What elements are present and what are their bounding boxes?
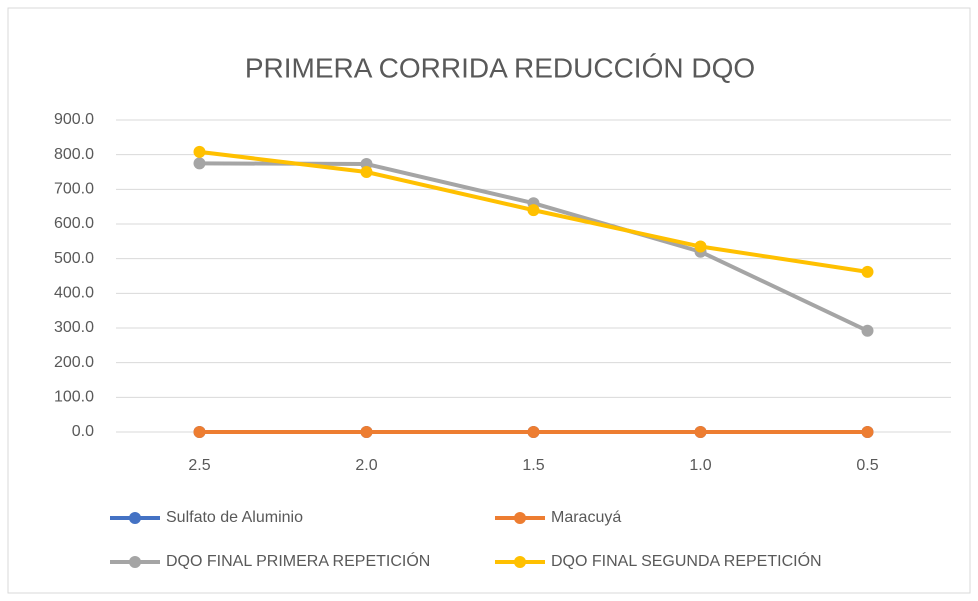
y-tick-label: 200.0 — [54, 354, 94, 371]
legend-label: Maracuyá — [551, 509, 621, 526]
point-marker — [193, 145, 206, 158]
y-tick-label: 700.0 — [54, 181, 94, 198]
y-tick-label: 0.0 — [72, 423, 94, 440]
legend-label: DQO FINAL PRIMERA REPETICIÓN — [166, 551, 430, 570]
y-tick-label: 900.0 — [54, 111, 94, 128]
y-tick-label: 300.0 — [54, 319, 94, 336]
y-tick-label: 800.0 — [54, 146, 94, 163]
y-tick-label: 500.0 — [54, 250, 94, 267]
point-marker — [360, 426, 373, 438]
x-tick-label: 2.0 — [355, 457, 377, 474]
point-marker — [193, 426, 206, 438]
legend-label: DQO FINAL SEGUNDA REPETICIÓN — [551, 551, 822, 570]
x-tick-label: 1.0 — [689, 457, 711, 474]
point-marker — [360, 166, 373, 178]
legend-marker — [129, 556, 141, 568]
point-marker — [527, 204, 540, 217]
chart-title: PRIMERA CORRIDA REDUCCIÓN DQO — [245, 52, 755, 83]
y-tick-label: 600.0 — [54, 215, 94, 232]
point-marker — [694, 426, 707, 438]
x-tick-label: 0.5 — [856, 457, 878, 474]
legend-marker — [514, 556, 526, 568]
point-marker — [193, 157, 206, 170]
legend-label: Sulfato de Aluminio — [166, 509, 303, 526]
y-tick-label: 100.0 — [54, 389, 94, 406]
point-marker — [861, 426, 874, 438]
point-marker — [694, 240, 707, 253]
point-marker — [527, 426, 540, 438]
x-tick-label: 1.5 — [522, 457, 544, 474]
x-tick-label: 2.5 — [188, 457, 210, 474]
legend-marker — [514, 512, 526, 524]
y-tick-label: 400.0 — [54, 285, 94, 302]
point-marker — [861, 265, 874, 278]
legend-marker — [129, 512, 141, 524]
point-marker — [861, 324, 874, 337]
chart-border — [7, 7, 971, 594]
